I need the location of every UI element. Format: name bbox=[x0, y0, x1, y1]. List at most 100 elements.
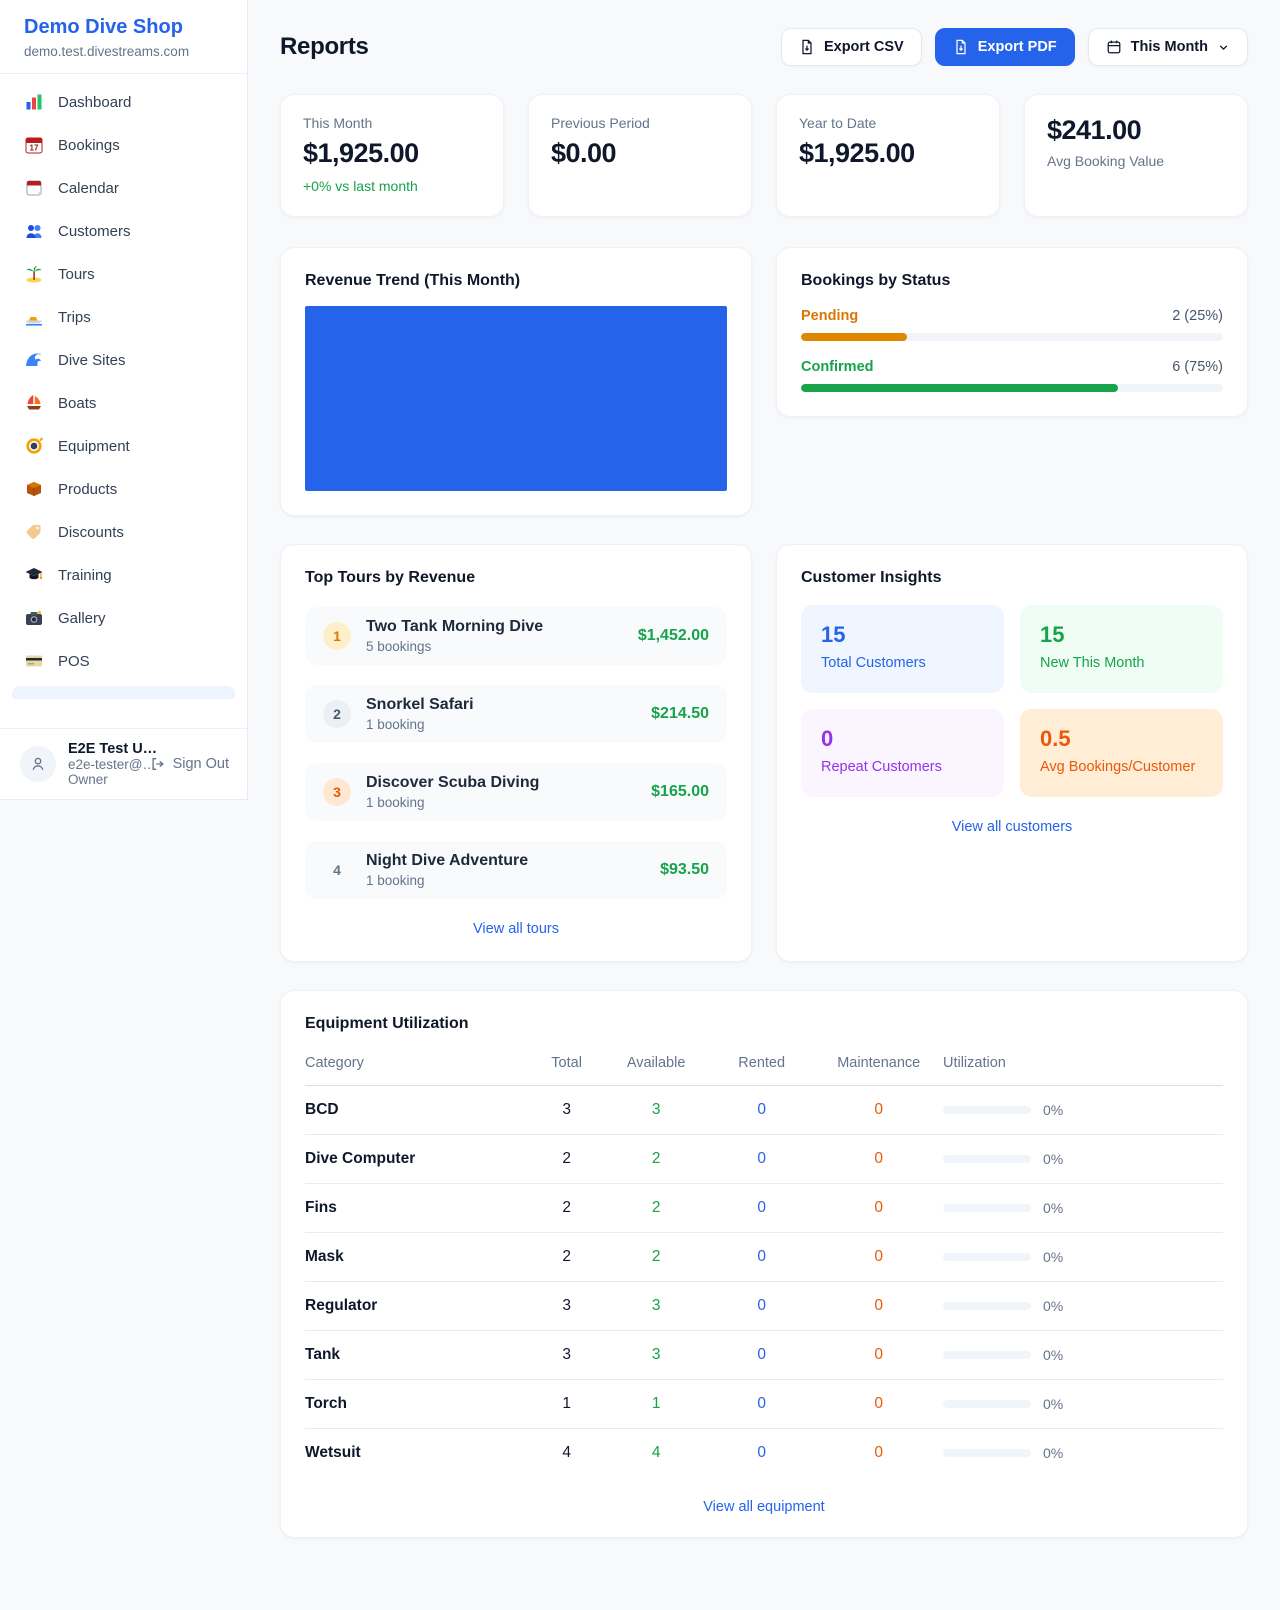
cell-total: 2 bbox=[529, 1134, 604, 1184]
cell-rented: 0 bbox=[708, 1134, 815, 1184]
insights-row: Top Tours by Revenue 1 Two Tank Morning … bbox=[280, 544, 1248, 962]
cell-category: Tank bbox=[305, 1330, 530, 1380]
column-header: Category bbox=[305, 1047, 530, 1086]
utilization-bar bbox=[942, 1351, 1031, 1359]
tile-label: Total Customers bbox=[821, 655, 926, 671]
sidebar-item-calendar[interactable]: Calendar bbox=[12, 170, 235, 206]
sidebar-item-gallery[interactable]: Gallery bbox=[12, 600, 235, 636]
status-progress-fill bbox=[801, 333, 907, 341]
insight-grid: 15 Total Customers 15 New This Month 0 R… bbox=[801, 605, 1223, 797]
tour-name: Two Tank Morning Dive bbox=[366, 618, 544, 635]
cell-available: 3 bbox=[603, 1281, 709, 1331]
revenue-trend-title: Revenue Trend (This Month) bbox=[305, 272, 521, 289]
sidebar-item-dive-sites[interactable]: Dive Sites bbox=[12, 342, 235, 378]
sidebar-item-bookings[interactable]: 17 Bookings bbox=[12, 127, 235, 163]
sidebar-item-tours[interactable]: Tours bbox=[12, 256, 235, 292]
cell-maintenance: 0 bbox=[814, 1330, 943, 1380]
sidebar-item-label: Dashboard bbox=[58, 93, 132, 111]
cell-total: 3 bbox=[529, 1281, 604, 1331]
cell-total: 3 bbox=[529, 1330, 604, 1380]
tour-amount: $1,452.00 bbox=[637, 627, 709, 644]
sidebar-item-label: Calendar bbox=[58, 179, 119, 197]
sidebar-item-label: Bookings bbox=[58, 136, 120, 154]
sidebar-item-products[interactable]: Products bbox=[12, 471, 235, 507]
sidebar-item-label: Tours bbox=[58, 265, 95, 283]
table-header-row: Category Total Available Rented Maintena… bbox=[305, 1047, 1223, 1086]
tour-amount: $214.50 bbox=[651, 705, 709, 722]
sidebar-item-trips[interactable]: Trips bbox=[12, 299, 235, 335]
sidebar-item-reports-partial[interactable] bbox=[12, 686, 235, 699]
tile-value: 15 bbox=[1040, 622, 1065, 647]
cell-maintenance: 0 bbox=[814, 1134, 943, 1184]
revenue-trend-chart bbox=[305, 306, 727, 491]
sidebar-item-pos[interactable]: POS bbox=[12, 643, 235, 679]
cell-maintenance: 0 bbox=[814, 1281, 943, 1331]
stat-label: Year to Date bbox=[799, 115, 877, 131]
view-all-customers-link[interactable]: View all customers bbox=[951, 819, 1073, 835]
cell-maintenance: 0 bbox=[874, 1444, 884, 1461]
cell-category: Wetsuit bbox=[305, 1444, 361, 1461]
status-label: Pending bbox=[801, 308, 859, 324]
export-pdf-button[interactable]: Export PDF bbox=[934, 28, 1075, 66]
cell-category: Mask bbox=[305, 1232, 530, 1282]
utilization-cell: 0% bbox=[942, 1151, 1223, 1167]
cell-maintenance: 0 bbox=[814, 1379, 943, 1429]
rank-badge: 3 bbox=[323, 778, 351, 806]
calendar-date-icon: 17 bbox=[25, 137, 43, 154]
cell-rented: 0 bbox=[708, 1379, 815, 1429]
sidebar-item-customers[interactable]: Customers bbox=[12, 213, 235, 249]
utilization-bar bbox=[942, 1253, 1031, 1261]
header-actions: Export CSV Export PDF This Month bbox=[780, 28, 1248, 66]
view-all-equipment-link[interactable]: View all equipment bbox=[703, 1499, 825, 1515]
cell-rented: 0 bbox=[757, 1444, 766, 1461]
utilization-cell: 0% bbox=[942, 1396, 1223, 1412]
customer-insights-card: Customer Insights 15 Total Customers 15 … bbox=[776, 544, 1248, 962]
page-title: Reports bbox=[280, 33, 369, 60]
tile-new-this-month: 15 New This Month bbox=[1020, 605, 1223, 693]
tile-repeat-customers: 0 Repeat Customers bbox=[801, 709, 1004, 797]
table-row: Torch 1 1 0 0 0% bbox=[305, 1379, 1223, 1429]
tile-total-customers: 15 Total Customers bbox=[801, 605, 1004, 693]
tour-row: 2 Snorkel Safari 1 booking $214.50 bbox=[305, 685, 727, 743]
cell-rented: 0 bbox=[708, 1085, 815, 1135]
tour-amount: $165.00 bbox=[651, 783, 709, 800]
sidebar-item-boats[interactable]: Boats bbox=[12, 385, 235, 421]
sidebar-item-equipment[interactable]: Equipment bbox=[12, 428, 235, 464]
table-row: Regulator 3 3 0 0 0% bbox=[305, 1281, 1223, 1331]
user-role: Owner bbox=[68, 772, 108, 787]
main-content: Reports Export CSV Export PDF This Month… bbox=[248, 0, 1280, 1598]
utilization-cell: 0% bbox=[942, 1298, 1223, 1314]
sidebar-item-dashboard[interactable]: Dashboard bbox=[12, 84, 235, 120]
tour-bookings: 1 booking bbox=[366, 717, 425, 732]
sign-out-button[interactable]: Sign Out bbox=[150, 756, 229, 772]
tour-bookings: 5 bookings bbox=[366, 639, 432, 654]
island-icon bbox=[26, 266, 42, 283]
period-selector[interactable]: This Month bbox=[1087, 28, 1248, 66]
tag-icon bbox=[26, 525, 41, 540]
bookings-by-status-title: Bookings by Status bbox=[801, 272, 951, 289]
sidebar-item-label: Customers bbox=[58, 222, 131, 240]
sidebar-item-label: Gallery bbox=[58, 609, 106, 627]
cell-rented: 0 bbox=[708, 1281, 815, 1331]
cell-available: 2 bbox=[603, 1232, 709, 1282]
user-name: E2E Test U… bbox=[68, 741, 158, 757]
tour-row: 3 Discover Scuba Diving 1 booking $165.0… bbox=[305, 763, 727, 821]
top-tours-title: Top Tours by Revenue bbox=[305, 569, 476, 586]
tour-bookings: 1 booking bbox=[366, 873, 425, 888]
table-row: Fins 2 2 0 0 0% bbox=[305, 1183, 1223, 1233]
column-header: Available bbox=[603, 1047, 709, 1086]
camera-icon bbox=[26, 610, 42, 625]
cell-available: 4 bbox=[651, 1444, 661, 1461]
speedboat-icon bbox=[25, 317, 43, 326]
utilization-value: 0% bbox=[1042, 1347, 1064, 1363]
view-all-tours-link[interactable]: View all tours bbox=[473, 921, 559, 937]
equipment-utilization-title: Equipment Utilization bbox=[305, 1015, 469, 1032]
export-csv-button[interactable]: Export CSV bbox=[780, 28, 922, 66]
stats-row: This Month $1,925.00 +0% vs last month P… bbox=[280, 94, 1248, 217]
sidebar-item-discounts[interactable]: Discounts bbox=[12, 514, 235, 550]
sidebar-item-training[interactable]: Training bbox=[12, 557, 235, 593]
utilization-bar bbox=[942, 1155, 1031, 1163]
cell-category: Dive Computer bbox=[305, 1134, 530, 1184]
utilization-bar bbox=[942, 1400, 1031, 1408]
utilization-cell: 0% bbox=[942, 1102, 1223, 1118]
